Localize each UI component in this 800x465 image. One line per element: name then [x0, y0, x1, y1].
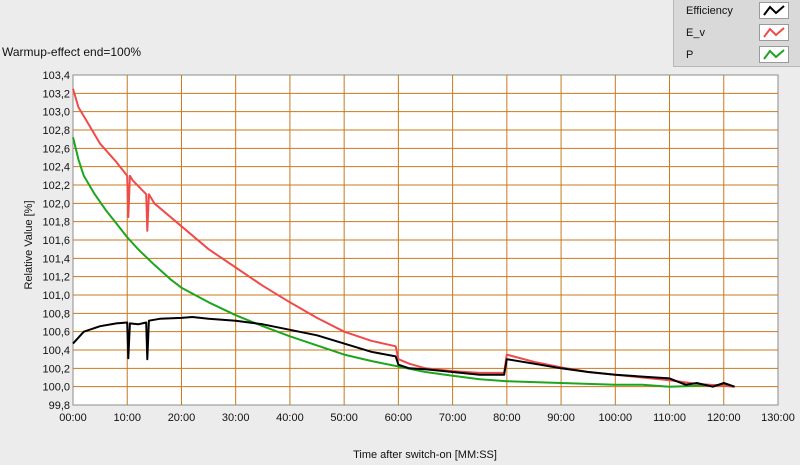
x-tick-label: 40:00 — [276, 412, 304, 424]
x-tick-label: 90:00 — [547, 412, 575, 424]
x-tick-label: 50:00 — [330, 412, 358, 424]
legend-label-p: P — [686, 49, 694, 61]
x-tick-label: 10:00 — [113, 412, 141, 424]
y-tick-label: 100,2 — [42, 363, 70, 375]
y-tick-label: 101,0 — [42, 290, 70, 302]
x-tick-label: 60:00 — [385, 412, 413, 424]
y-tick-label: 99,8 — [49, 400, 70, 412]
y-tick-label: 102,2 — [42, 180, 70, 192]
legend-item-p[interactable]: P — [674, 44, 800, 66]
y-tick-label: 103,2 — [42, 88, 70, 100]
x-axis-label: Time after switch-on [MM:SS] — [353, 449, 497, 461]
x-tick-label: 30:00 — [222, 412, 250, 424]
y-tick-label: 101,6 — [42, 235, 70, 247]
y-tick-label: 100,6 — [42, 327, 70, 339]
x-tick-label: 00:00 — [59, 412, 87, 424]
legend-swatch-p — [759, 46, 789, 63]
tick-labels: 00:00 10:00 20:00 30:00 40:00 50:00 60:00 70:00… — [42, 70, 794, 424]
y-tick-label: 100,0 — [42, 382, 70, 394]
y-tick-label: 102,8 — [42, 125, 70, 137]
y-tick-label: 101,4 — [42, 253, 70, 265]
y-tick-label: 101,2 — [42, 272, 70, 284]
series-layer — [72, 88, 735, 388]
legend-item-efficiency[interactable]: Efficiency — [674, 0, 800, 22]
y-tick-label: 100,4 — [42, 345, 70, 357]
x-tick-label: 120:00 — [707, 412, 741, 424]
legend-item-e-v[interactable]: E_v — [674, 22, 800, 44]
legend-swatch-e-v — [759, 24, 789, 41]
y-axis-label: Relative Value [%] — [23, 200, 35, 290]
y-tick-label: 100,8 — [42, 308, 70, 320]
chart-title: Warmup-effect end=100% — [2, 45, 142, 59]
legend: Efficiency E_v P — [673, 0, 800, 67]
series-line-efficiency — [72, 316, 735, 388]
legend-label-e-v: E_v — [686, 27, 705, 39]
series-line-p — [72, 137, 735, 388]
legend-swatch-efficiency — [759, 2, 789, 19]
x-tick-label: 100:00 — [598, 412, 632, 424]
y-tick-label: 102,4 — [42, 162, 70, 174]
x-tick-label: 110:00 — [653, 412, 686, 424]
x-tick-label: 130:00 — [761, 412, 795, 424]
y-tick-label: 102,0 — [42, 198, 70, 210]
y-tick-label: 103,4 — [42, 70, 70, 82]
y-tick-label: 101,8 — [42, 217, 70, 229]
x-tick-label: 80:00 — [493, 412, 521, 424]
y-tick-label: 103,0 — [42, 107, 70, 119]
y-tick-label: 102,6 — [42, 143, 70, 155]
legend-label-efficiency: Efficiency — [686, 5, 733, 17]
x-tick-label: 20:00 — [168, 412, 196, 424]
x-tick-label: 70:00 — [439, 412, 467, 424]
